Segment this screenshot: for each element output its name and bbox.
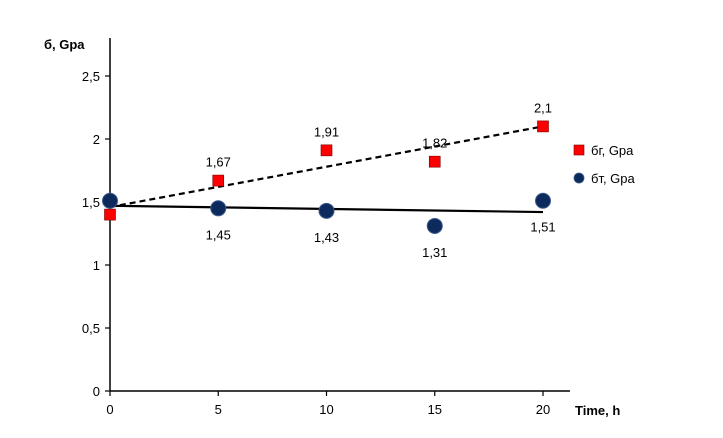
data-point-sigma-t xyxy=(426,217,443,234)
x-axis-title: Time, h xyxy=(575,403,620,418)
data-point-sigma-t xyxy=(318,202,335,219)
data-label-sigma-t: 1,43 xyxy=(314,230,339,245)
data-point-sigma-g xyxy=(320,144,333,157)
data-label-sigma-t: 1,31 xyxy=(422,245,447,260)
y-tick-label: 1,5 xyxy=(82,195,100,210)
x-tick-label: 5 xyxy=(215,402,222,417)
legend-item-sigma-g: бг, Gpa xyxy=(573,143,634,158)
x-tick-label: 10 xyxy=(319,402,333,417)
y-tick-label: 2 xyxy=(93,132,100,147)
legend-marker-sigma-t xyxy=(573,172,585,184)
legend: бг, Gpa бт, Gpa xyxy=(573,143,636,186)
y-tick-label: 0 xyxy=(93,384,100,399)
y-tick-label: 0,5 xyxy=(82,321,100,336)
series-sigma-t: 1,45 1,43 1,31 1,51 xyxy=(102,192,556,260)
data-label-sigma-g: 1,82 xyxy=(422,136,447,151)
data-point-sigma-g xyxy=(537,120,549,133)
x-tick-label: 15 xyxy=(428,402,442,417)
legend-marker-sigma-g xyxy=(573,144,585,156)
data-label-sigma-t: 1,51 xyxy=(530,220,555,235)
data-label-sigma-g: 1,67 xyxy=(206,155,231,170)
x-tick-label: 0 xyxy=(106,402,113,417)
legend-label-sigma-t: бт, Gpa xyxy=(591,171,636,186)
y-tick-label: 1 xyxy=(93,258,100,273)
data-point-sigma-g xyxy=(212,174,225,187)
y-axis-title: б, Gpa xyxy=(44,37,85,52)
data-point-sigma-g xyxy=(104,208,116,221)
data-label-sigma-g: 1,91 xyxy=(314,124,339,139)
legend-item-sigma-t: бт, Gpa xyxy=(573,171,636,186)
x-tick-label: 20 xyxy=(536,402,550,417)
data-label-sigma-t: 1,45 xyxy=(206,227,231,242)
y-ticks: 0 0,5 1 1,5 2 2,5 xyxy=(82,69,110,399)
data-point-sigma-t xyxy=(210,200,227,217)
data-point-sigma-t xyxy=(102,192,118,209)
data-label-sigma-g: 2,1 xyxy=(534,100,552,115)
data-point-sigma-t xyxy=(535,192,551,209)
legend-label-sigma-g: бг, Gpa xyxy=(591,143,634,158)
y-tick-label: 2,5 xyxy=(82,69,100,84)
trendline-sigma-g xyxy=(109,125,544,209)
data-point-sigma-g xyxy=(428,155,441,168)
x-axis: 0 5 10 15 20 Time, h xyxy=(106,390,620,418)
x-ticks: 0 5 10 15 20 xyxy=(106,391,550,417)
y-axis: 0 0,5 1 1,5 2 2,5 б, Gpa xyxy=(44,37,111,399)
series-sigma-g: 1,67 1,91 1,82 2,1 xyxy=(104,100,552,221)
plot-area: 1,67 1,91 1,82 2,1 1,45 1,43 1,31 1,51 xyxy=(102,100,556,260)
